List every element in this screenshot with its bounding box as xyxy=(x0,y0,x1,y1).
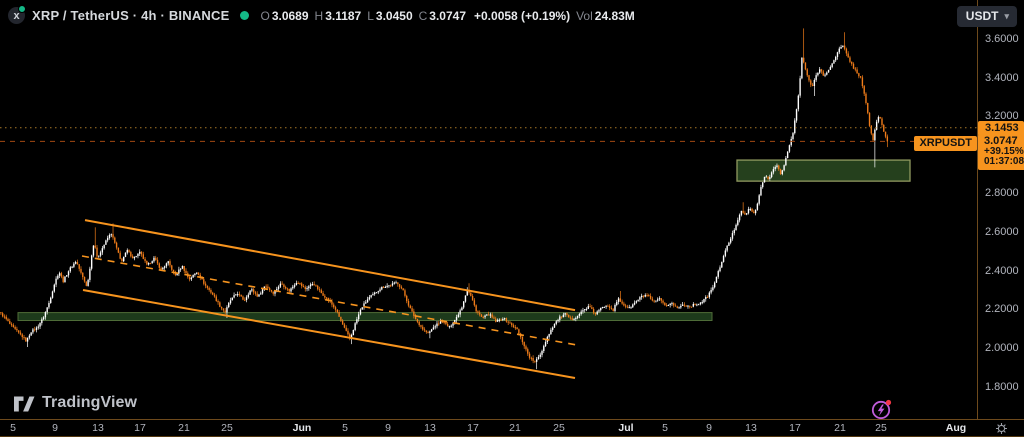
time-axis-day-label: 17 xyxy=(789,422,801,434)
channel-lower-line[interactable] xyxy=(82,289,576,379)
alerts-fab-button[interactable] xyxy=(868,398,894,422)
time-axis-day-label: 13 xyxy=(92,422,104,434)
time-axis-day-label: 9 xyxy=(52,422,58,434)
low-value: 3.0450 xyxy=(375,8,413,23)
alert-price-label[interactable]: 3.1453 xyxy=(978,120,1024,136)
time-axis-day-label: 9 xyxy=(706,422,712,434)
down-candles xyxy=(0,28,889,364)
price-axis-separator xyxy=(977,0,978,419)
time-axis-day-label: 25 xyxy=(221,422,233,434)
volume-value: 24.83M xyxy=(594,8,635,23)
price-axis-label: 3.4000 xyxy=(985,71,1019,84)
time-axis-month-label: Aug xyxy=(945,422,967,434)
time-axis-separator xyxy=(0,419,1024,420)
change-percent-value: +39.15% xyxy=(984,145,1024,157)
time-axis-day-label: 13 xyxy=(424,422,436,434)
price-axis-label: 2.6000 xyxy=(985,226,1019,239)
price-axis[interactable]: 3.1453 3.0747 +39.15% 01:37:08 3.6000 3.4… xyxy=(978,0,1024,419)
market-status-dot[interactable] xyxy=(240,11,250,20)
tradingview-logo[interactable]: TradingView xyxy=(14,393,137,412)
last-price-box[interactable]: 3.0747 +39.15% 01:37:08 xyxy=(978,134,1024,170)
time-axis-day-label: 5 xyxy=(342,422,348,434)
time-axis-day-label: 5 xyxy=(10,422,16,434)
time-axis-day-label: 13 xyxy=(745,422,757,434)
time-axis-day-label: 9 xyxy=(385,422,391,434)
currency-selector-label: USDT xyxy=(965,9,999,23)
open-label: O xyxy=(260,8,270,23)
up-candles xyxy=(26,44,880,370)
last-price-value: 3.0747 xyxy=(984,135,1018,148)
tradingview-mark-icon xyxy=(14,396,35,412)
high-label: H xyxy=(314,8,324,23)
price-axis-label: 2.4000 xyxy=(985,264,1019,277)
channel-middle-line[interactable] xyxy=(81,255,578,346)
symbol-price-flag[interactable]: XRPUSDT xyxy=(914,136,977,152)
gear-icon xyxy=(995,422,1007,434)
price-axis-label: 2.8000 xyxy=(985,187,1019,200)
symbol-title[interactable]: XRP / TetherUS · 4h · BINANCE xyxy=(32,8,230,23)
price-axis-label: 2.2000 xyxy=(985,303,1019,316)
time-axis-day-label: 21 xyxy=(509,422,521,434)
high-value: 3.1187 xyxy=(325,8,362,23)
symbol-logo-letter: x xyxy=(13,9,20,22)
symbol-header: x XRP / TetherUS · 4h · BINANCE O 3.0689… xyxy=(8,5,635,24)
bar-countdown: 01:37:08 xyxy=(984,156,1024,168)
open-value: 3.0689 xyxy=(271,8,309,23)
symbol-logo[interactable]: x xyxy=(8,5,26,24)
ohlc-readout: O 3.0689 H 3.1187 L 3.0450 C 3.0747 +0.0… xyxy=(260,9,634,23)
chevron-down-icon: ▾ xyxy=(1004,10,1009,21)
price-axis-label: 3.2000 xyxy=(985,110,1019,123)
time-axis-month-label: Jul xyxy=(618,422,634,434)
currency-selector-button[interactable]: USDT ▾ xyxy=(956,6,1017,27)
symbol-logo-status-dot xyxy=(18,5,26,13)
low-label: L xyxy=(367,8,374,23)
change-value: +0.0058 (+0.19%) xyxy=(474,8,571,23)
close-value: 3.0747 xyxy=(429,8,466,23)
zone-support-band[interactable] xyxy=(17,312,713,322)
time-axis-day-label: 21 xyxy=(834,422,846,434)
volume-label: Vol xyxy=(576,8,593,23)
time-axis-month-label: Jun xyxy=(292,422,312,434)
time-axis-day-label: 17 xyxy=(134,422,146,434)
time-axis-day-label: 25 xyxy=(553,422,565,434)
lightning-icon xyxy=(871,399,892,420)
time-axis-day-label: 5 xyxy=(662,422,668,434)
time-axis-day-label: 17 xyxy=(467,422,479,434)
tradingview-logo-text: TradingView xyxy=(42,393,138,411)
time-axis[interactable]: 5 9 13 17 21 25 Jun 5 9 13 17 21 25 Jul 5 9 13 17 21 25 Aug xyxy=(0,420,977,437)
price-axis-label: 2.0000 xyxy=(985,341,1019,354)
close-label: C xyxy=(418,8,428,23)
channel-upper-line[interactable] xyxy=(84,219,576,312)
time-axis-day-label: 21 xyxy=(178,422,190,434)
axis-settings-corner[interactable] xyxy=(978,420,1024,436)
price-axis-label: 3.6000 xyxy=(985,33,1019,45)
zone-supply-box[interactable] xyxy=(736,159,911,182)
price-axis-label: 1.8000 xyxy=(985,380,1019,393)
time-axis-day-label: 25 xyxy=(875,422,887,434)
